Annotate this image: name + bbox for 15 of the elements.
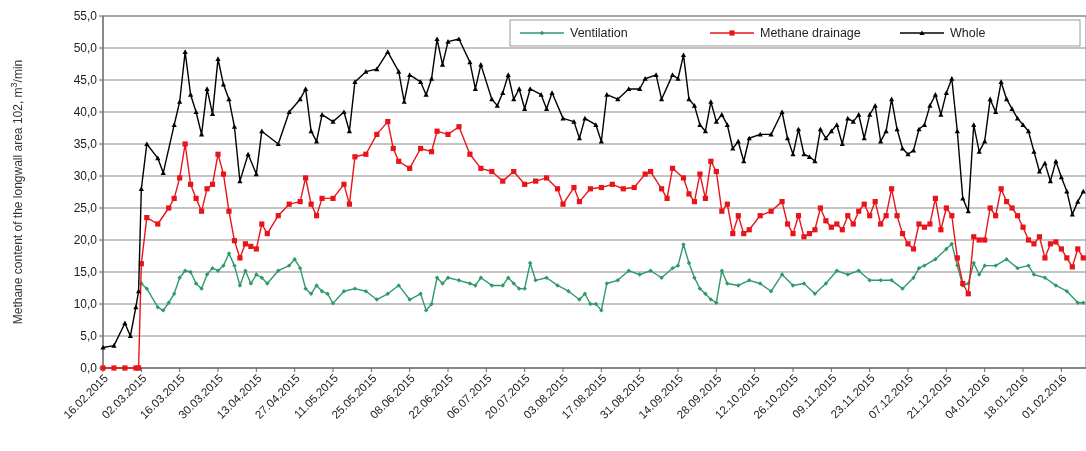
y-tick-label: 20,0 (73, 233, 98, 248)
y-tick-label: 10,0 (73, 297, 98, 312)
y-tick-label: 5,0 (80, 329, 98, 344)
y-tick-label: 0,0 (80, 361, 98, 376)
y-tick-label: 55,0 (73, 9, 98, 24)
y-tick-label: 40,0 (73, 105, 98, 120)
y-tick-label: 50,0 (73, 41, 98, 56)
y-tick-label: 30,0 (73, 169, 98, 184)
y-tick-label: 15,0 (73, 265, 98, 280)
y-tick-label: 35,0 (73, 137, 98, 152)
y-tick-label: 45,0 (73, 73, 98, 88)
y-tick-label: 25,0 (73, 201, 98, 216)
legend-label: Whole (950, 26, 986, 41)
legend-label: Methane drainage (760, 26, 861, 41)
legend-label: Ventilation (570, 26, 628, 41)
